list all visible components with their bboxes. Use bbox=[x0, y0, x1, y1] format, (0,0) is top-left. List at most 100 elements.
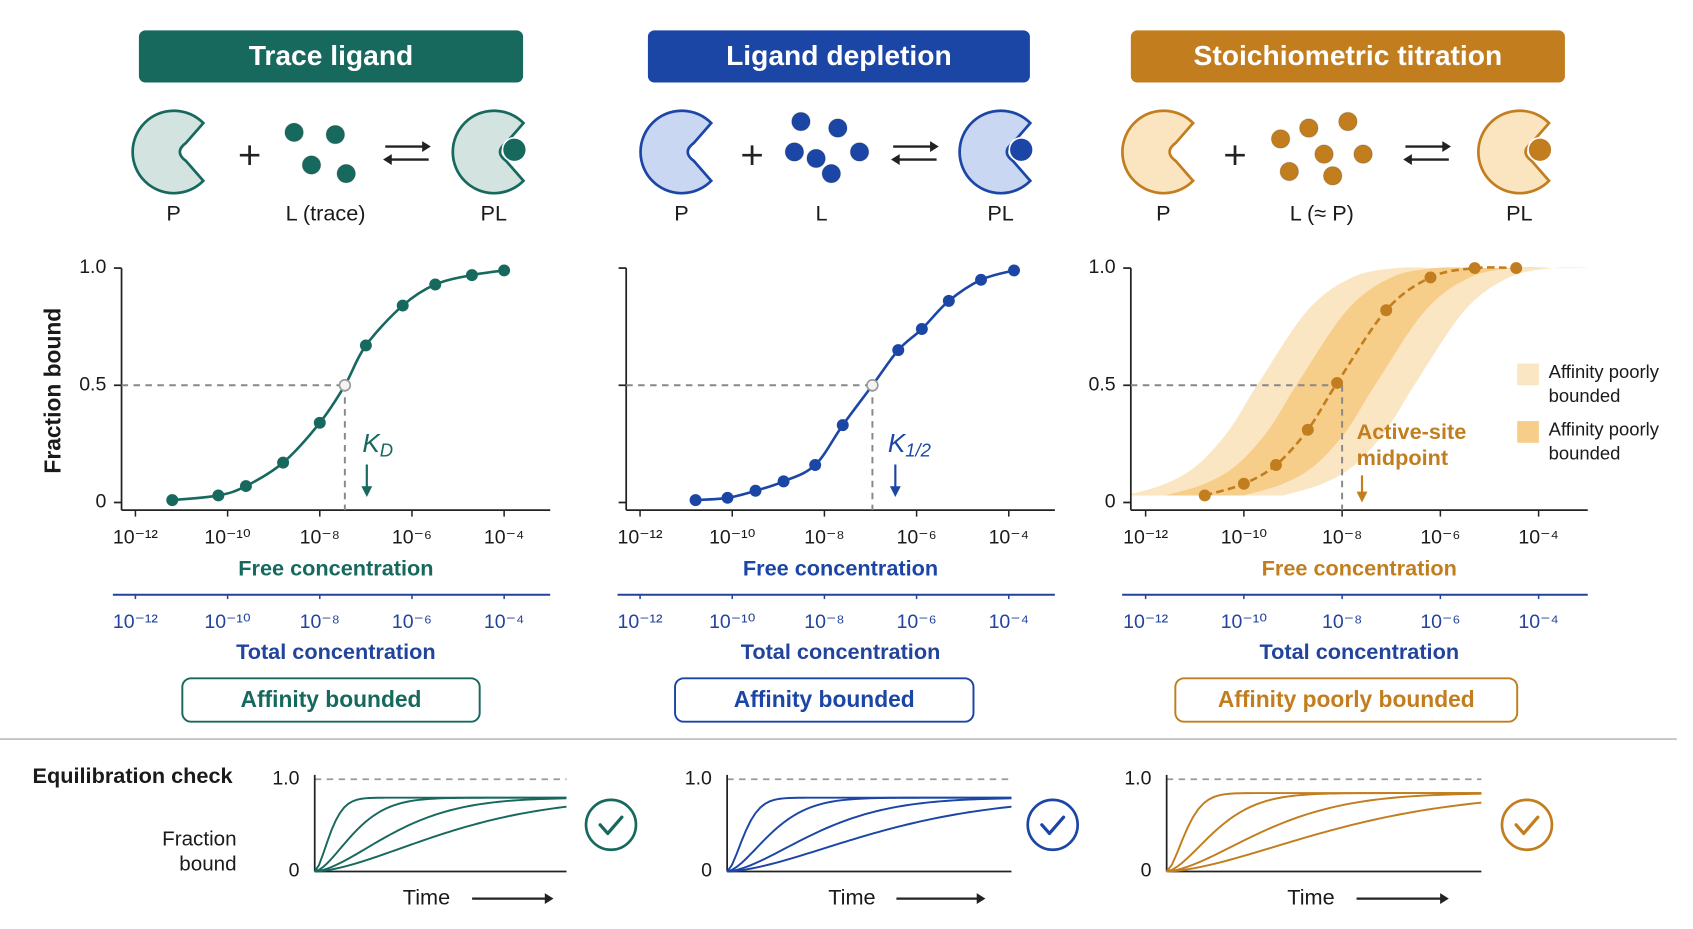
x2-tick-label: 10⁻¹² bbox=[1123, 611, 1169, 633]
check-circle bbox=[584, 798, 638, 852]
data-point bbox=[1331, 376, 1344, 389]
data-point bbox=[836, 419, 849, 432]
plus-sign bbox=[742, 145, 762, 165]
data-point bbox=[166, 494, 179, 507]
y-axis-label: bound bbox=[179, 852, 236, 875]
species-label: L bbox=[816, 201, 828, 226]
confidence-band bbox=[1165, 267, 1556, 496]
x2-tick-label: 10⁻⁸ bbox=[804, 611, 844, 633]
data-point bbox=[721, 491, 734, 504]
data-point bbox=[809, 459, 822, 471]
species-label: L (trace) bbox=[286, 201, 366, 226]
x2-tick-label: 10⁻⁸ bbox=[1322, 611, 1362, 633]
badge bbox=[1174, 677, 1519, 723]
ligand-dot bbox=[284, 122, 304, 143]
legend-label: bounded bbox=[1549, 443, 1621, 464]
arrow-head bbox=[1440, 893, 1449, 905]
ligand-dot bbox=[1279, 161, 1300, 182]
ligand-dot bbox=[1299, 118, 1319, 138]
x2-tick-label: 10⁻¹⁰ bbox=[1221, 611, 1268, 633]
data-point bbox=[1510, 262, 1523, 275]
data-point bbox=[239, 480, 252, 493]
complex-icon bbox=[958, 109, 1033, 195]
check-circle bbox=[1500, 798, 1554, 852]
data-point bbox=[465, 269, 478, 282]
plus-sign bbox=[239, 145, 260, 165]
ligand-dot bbox=[849, 142, 870, 162]
badge-label: Affinity bounded bbox=[241, 686, 422, 712]
data-point bbox=[277, 456, 290, 469]
complex-icon bbox=[451, 109, 526, 195]
data-point bbox=[749, 484, 762, 497]
legend-swatch bbox=[1517, 421, 1539, 443]
data-point bbox=[1468, 262, 1481, 275]
x-tick-label: 10⁻¹² bbox=[1123, 526, 1169, 548]
x-tick-label: 10⁻⁴ bbox=[484, 526, 524, 548]
arrow-head bbox=[976, 893, 986, 905]
legend-label: Affinity poorly bbox=[1549, 419, 1660, 440]
arrow-head bbox=[889, 486, 901, 498]
data-point bbox=[359, 339, 372, 352]
data-point bbox=[1237, 477, 1250, 490]
check-mark bbox=[1514, 815, 1540, 836]
x-tick-label: 10⁻⁴ bbox=[1518, 526, 1558, 548]
x2-tick-label: 10⁻⁴ bbox=[989, 611, 1029, 633]
x-axis-label: Free concentration bbox=[238, 556, 433, 581]
x-tick-label: 10⁻¹⁰ bbox=[709, 526, 756, 548]
arrow-head bbox=[890, 154, 900, 165]
data-point bbox=[1269, 459, 1282, 471]
data-point bbox=[1198, 489, 1211, 502]
x-tick-label: 10⁻¹² bbox=[113, 526, 159, 548]
kinetic-curve bbox=[1166, 792, 1482, 873]
ligand-dot bbox=[791, 111, 811, 132]
kinetic-curve bbox=[1166, 792, 1482, 873]
species-label: PL bbox=[1506, 201, 1533, 226]
protein-icon bbox=[1121, 109, 1195, 195]
x-axis-label: Time bbox=[1287, 884, 1334, 909]
badge bbox=[181, 677, 481, 723]
data-point bbox=[212, 489, 225, 502]
x-axis-label: Time bbox=[403, 884, 450, 909]
x-tick-label: 10⁻⁴ bbox=[989, 526, 1029, 548]
badge-label: Affinity poorly bounded bbox=[1218, 686, 1475, 712]
y-tick-label: 0 bbox=[289, 860, 300, 882]
legend-label: bounded bbox=[1549, 385, 1621, 406]
arrow-head bbox=[422, 141, 431, 152]
arrow-head bbox=[930, 141, 939, 152]
y-tick-label: 1.0 bbox=[272, 767, 299, 789]
annotation-subscript: D bbox=[380, 439, 393, 460]
arrow-head bbox=[544, 893, 554, 905]
annotation: midpoint bbox=[1357, 445, 1449, 470]
ligand-dot bbox=[1270, 129, 1291, 149]
annotation: KD bbox=[362, 428, 393, 461]
kinetic-curve bbox=[314, 805, 567, 873]
x2-tick-label: 10⁻¹² bbox=[113, 611, 159, 633]
check-mark bbox=[1040, 815, 1066, 836]
species-label: P bbox=[166, 201, 180, 226]
species-label: P bbox=[674, 201, 688, 226]
y-tick-label: 0 bbox=[1105, 491, 1116, 513]
data-point bbox=[1424, 271, 1437, 284]
y-tick-label: 1.0 bbox=[1089, 256, 1116, 278]
midpoint-marker bbox=[338, 379, 352, 392]
data-point bbox=[975, 273, 988, 286]
badge bbox=[674, 677, 975, 723]
data-point bbox=[313, 416, 326, 429]
x-tick-label: 10⁻⁶ bbox=[1420, 526, 1460, 548]
panel-title: Trace ligand bbox=[249, 39, 414, 71]
x2-tick-label: 10⁻¹⁰ bbox=[709, 611, 756, 633]
x2-axis-label: Total concentration bbox=[236, 639, 436, 664]
ligand-dot bbox=[336, 163, 356, 184]
x-tick-label: 10⁻¹⁰ bbox=[204, 526, 251, 548]
annotation: Active-site bbox=[1357, 419, 1467, 444]
y-tick-label: 0.5 bbox=[1089, 373, 1116, 395]
arrow-head bbox=[383, 154, 392, 165]
panel-title: Stoichiometric titration bbox=[1194, 39, 1503, 71]
check-mark bbox=[598, 815, 624, 836]
x2-tick-label: 10⁻⁶ bbox=[897, 611, 937, 633]
arrow-head bbox=[1403, 154, 1412, 165]
